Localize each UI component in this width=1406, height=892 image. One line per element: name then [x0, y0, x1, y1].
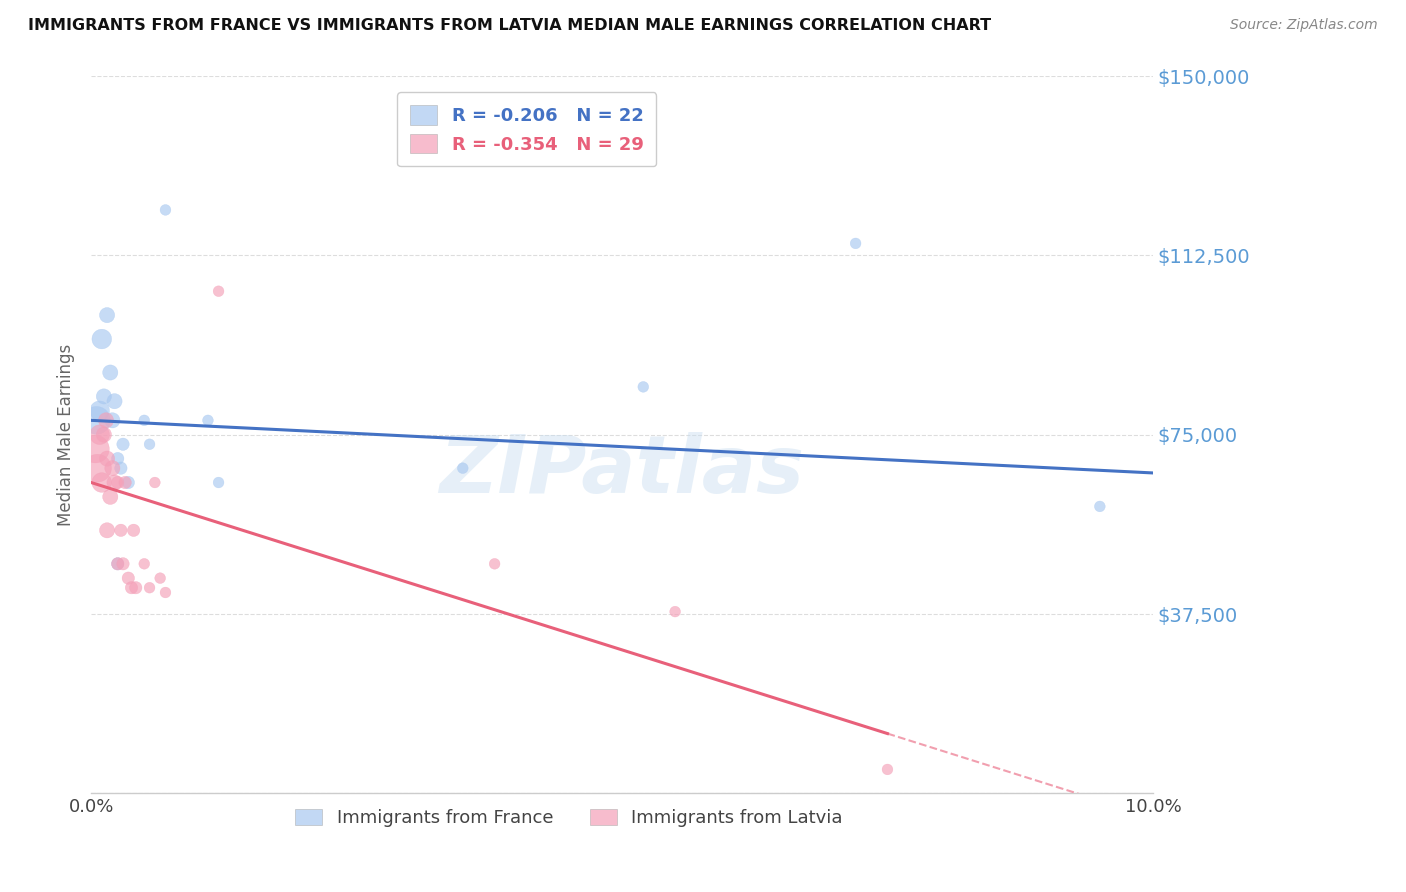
Point	[111, 437, 134, 451]
Point	[90, 332, 112, 346]
Point	[96, 451, 118, 466]
Point	[845, 236, 868, 251]
Point	[103, 475, 125, 490]
Point	[117, 475, 139, 490]
Point	[1088, 500, 1111, 514]
Point	[122, 524, 145, 538]
Point	[149, 571, 172, 585]
Point	[86, 461, 108, 475]
Point	[93, 389, 115, 403]
Point	[84, 442, 107, 456]
Point	[86, 413, 108, 427]
Point	[98, 490, 121, 504]
Point	[117, 571, 139, 585]
Text: Source: ZipAtlas.com: Source: ZipAtlas.com	[1230, 18, 1378, 32]
Point	[103, 394, 125, 409]
Point	[876, 763, 898, 777]
Point	[114, 475, 136, 490]
Point	[89, 404, 111, 418]
Point	[664, 605, 686, 619]
Point	[90, 475, 112, 490]
Point	[155, 585, 177, 599]
Point	[207, 475, 229, 490]
Point	[101, 461, 124, 475]
Point	[111, 557, 134, 571]
Point	[94, 413, 117, 427]
Point	[101, 413, 124, 427]
Point	[110, 461, 132, 475]
Text: IMMIGRANTS FROM FRANCE VS IMMIGRANTS FROM LATVIA MEDIAN MALE EARNINGS CORRELATIO: IMMIGRANTS FROM FRANCE VS IMMIGRANTS FRO…	[28, 18, 991, 33]
Point	[121, 581, 143, 595]
Point	[107, 451, 129, 466]
Point	[138, 581, 160, 595]
Point	[107, 557, 129, 571]
Point	[125, 581, 148, 595]
Text: ZIPatlas: ZIPatlas	[440, 432, 804, 509]
Point	[484, 557, 506, 571]
Point	[207, 284, 229, 298]
Point	[96, 524, 118, 538]
Point	[110, 524, 132, 538]
Point	[134, 557, 156, 571]
Point	[89, 427, 111, 442]
Point	[633, 380, 655, 394]
Point	[451, 461, 474, 475]
Point	[107, 475, 129, 490]
Point	[197, 413, 219, 427]
Point	[138, 437, 160, 451]
Point	[98, 366, 121, 380]
Y-axis label: Median Male Earnings: Median Male Earnings	[58, 343, 75, 525]
Legend: Immigrants from France, Immigrants from Latvia: Immigrants from France, Immigrants from …	[288, 802, 849, 835]
Point	[93, 427, 115, 442]
Point	[143, 475, 166, 490]
Point	[155, 202, 177, 217]
Point	[96, 308, 118, 322]
Point	[107, 557, 129, 571]
Point	[134, 413, 156, 427]
